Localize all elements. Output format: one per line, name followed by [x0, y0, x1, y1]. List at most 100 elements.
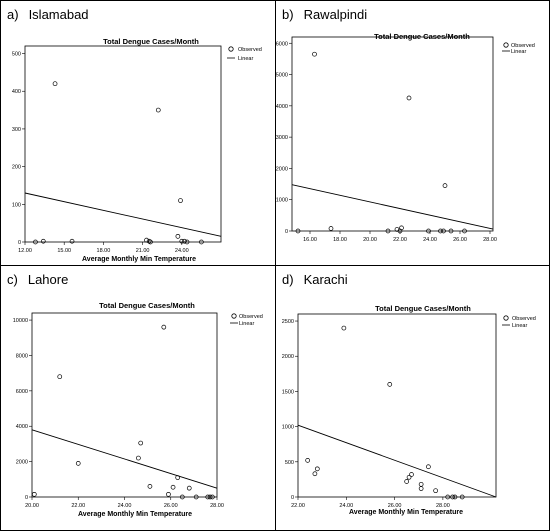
chart-svg: Total Dengue Cases/Month Observed Linear…: [13, 301, 263, 518]
chart-title: Total Dengue Cases/Month: [375, 304, 471, 313]
plot-frame: [31, 312, 218, 498]
observed-point: [404, 479, 410, 484]
y-tick-label: 4000: [16, 424, 28, 430]
observed-point: [409, 472, 414, 477]
y-tick-label: 5000: [276, 73, 288, 79]
observed-point: [385, 228, 391, 234]
y-tick-label: 400: [12, 89, 21, 95]
chart-title: Total Dengue Cases/Month: [374, 32, 470, 41]
panel-islamabad: a) Islamabad Total Dengue Cases/Month Obs…: [0, 0, 276, 266]
observed-point: [184, 239, 190, 245]
panel-city: Karachi: [303, 272, 348, 287]
observed-point: [40, 238, 46, 244]
observed-point: [75, 461, 81, 466]
observed-point: [144, 237, 149, 243]
y-tick-label: 0: [291, 495, 294, 501]
x-axis-label: Average Monthly Min Temperature: [82, 256, 196, 263]
observed-point: [305, 458, 311, 463]
chart-title: Total Dengue Cases/Month: [103, 37, 199, 46]
linear-fit-line: [24, 192, 222, 237]
observed-point: [406, 95, 412, 101]
observed-point: [138, 440, 144, 446]
plot-frame: [24, 45, 222, 243]
plot-area: 12.00 15.00 18.00 21.00 24.00 0 100 200 300 400 50…: [12, 45, 222, 254]
observed-point: [433, 488, 438, 494]
observed-point: [69, 238, 75, 244]
x-tick-label: 12.00: [18, 248, 32, 254]
legend-observed-marker: [503, 42, 509, 48]
y-tick-label: 2000: [282, 354, 294, 360]
x-tick-label: 28.00: [483, 237, 497, 243]
legend-observed-marker: [503, 315, 509, 321]
y-tick-label: 100: [12, 202, 21, 208]
chart-svg: Total Dengue Cases/Month Observed Linear…: [276, 32, 535, 243]
plot-area: 20.00 22.00 24.00 26.00 28.00 0 2000 4000 6000 80…: [13, 312, 224, 509]
observed-point: [207, 494, 213, 500]
chart-svg: Total Dengue Cases/Month Observed Linear…: [282, 304, 536, 516]
legend-linear-label: Linear: [238, 56, 253, 62]
observed-point: [450, 494, 455, 500]
legend-observed-label: Observed: [512, 316, 536, 322]
y-tick-label: 8000: [16, 353, 28, 359]
observed-point: [387, 382, 393, 387]
observed-point: [426, 464, 431, 470]
y-tick-label: 6000: [16, 389, 28, 395]
observed-point: [312, 51, 317, 57]
x-tick-label: 18.00: [333, 237, 347, 243]
legend-observed-label: Observed: [511, 43, 535, 49]
observed-point: [210, 494, 215, 500]
y-tick-label: 300: [12, 127, 21, 133]
observed-point: [341, 325, 347, 331]
y-tick-label: 0: [285, 229, 288, 235]
panel-letter: a): [7, 7, 19, 22]
observed-point: [166, 491, 171, 497]
y-tick-label: 1500: [282, 389, 294, 395]
y-tick-label: 0: [18, 240, 21, 246]
y-tick-label: 0: [25, 495, 28, 501]
observed-point: [175, 475, 181, 480]
panel-karachi: d) Karachi Total Dengue Cases/Month Obser…: [275, 265, 550, 531]
observed-point: [175, 233, 181, 239]
y-tick-label: 1000: [276, 198, 288, 204]
linear-fit-line: [291, 184, 494, 230]
observed-point: [179, 238, 185, 244]
x-tick-label: 22.00: [291, 503, 305, 509]
legend: Observed Linear: [502, 315, 536, 329]
x-tick-label: 18.00: [97, 248, 111, 254]
observed-point: [426, 228, 431, 234]
y-tick-label: 1000: [282, 425, 294, 431]
observed-point: [448, 228, 454, 234]
panel-letter: c): [7, 272, 18, 287]
legend-linear-label: Linear: [511, 49, 526, 55]
panel-label: b) Rawalpindi: [282, 7, 367, 22]
plot-frame: [297, 313, 497, 498]
x-tick-label: 26.00: [388, 503, 402, 509]
x-tick-label: 22.00: [71, 503, 85, 509]
y-tick-label: 2000: [276, 166, 288, 172]
x-tick-label: 15.00: [57, 248, 71, 254]
observed-point: [312, 471, 318, 477]
legend-observed-label: Observed: [239, 314, 263, 320]
linear-fit-line: [297, 424, 497, 498]
observed-point: [438, 228, 443, 234]
observed-point: [295, 228, 301, 234]
legend: Observed Linear: [230, 313, 263, 327]
x-tick-label: 24.00: [118, 503, 132, 509]
observed-point: [33, 239, 38, 245]
legend-linear-label: Linear: [239, 321, 254, 327]
chart-svg: Total Dengue Cases/Month Observed Linear…: [12, 37, 262, 263]
observed-point: [452, 494, 458, 500]
observed-point: [442, 183, 448, 188]
y-tick-label: 4000: [276, 104, 288, 110]
x-tick-label: 28.00: [210, 503, 224, 509]
x-tick-label: 20.00: [363, 237, 377, 243]
panel-letter: b): [282, 7, 294, 22]
observed-point: [31, 491, 37, 497]
panel-city: Islamabad: [28, 7, 89, 22]
observed-point: [445, 494, 451, 500]
observed-point: [136, 455, 141, 461]
chart-title: Total Dengue Cases/Month: [99, 301, 195, 310]
observed-point: [182, 238, 187, 244]
observed-point: [205, 494, 211, 500]
